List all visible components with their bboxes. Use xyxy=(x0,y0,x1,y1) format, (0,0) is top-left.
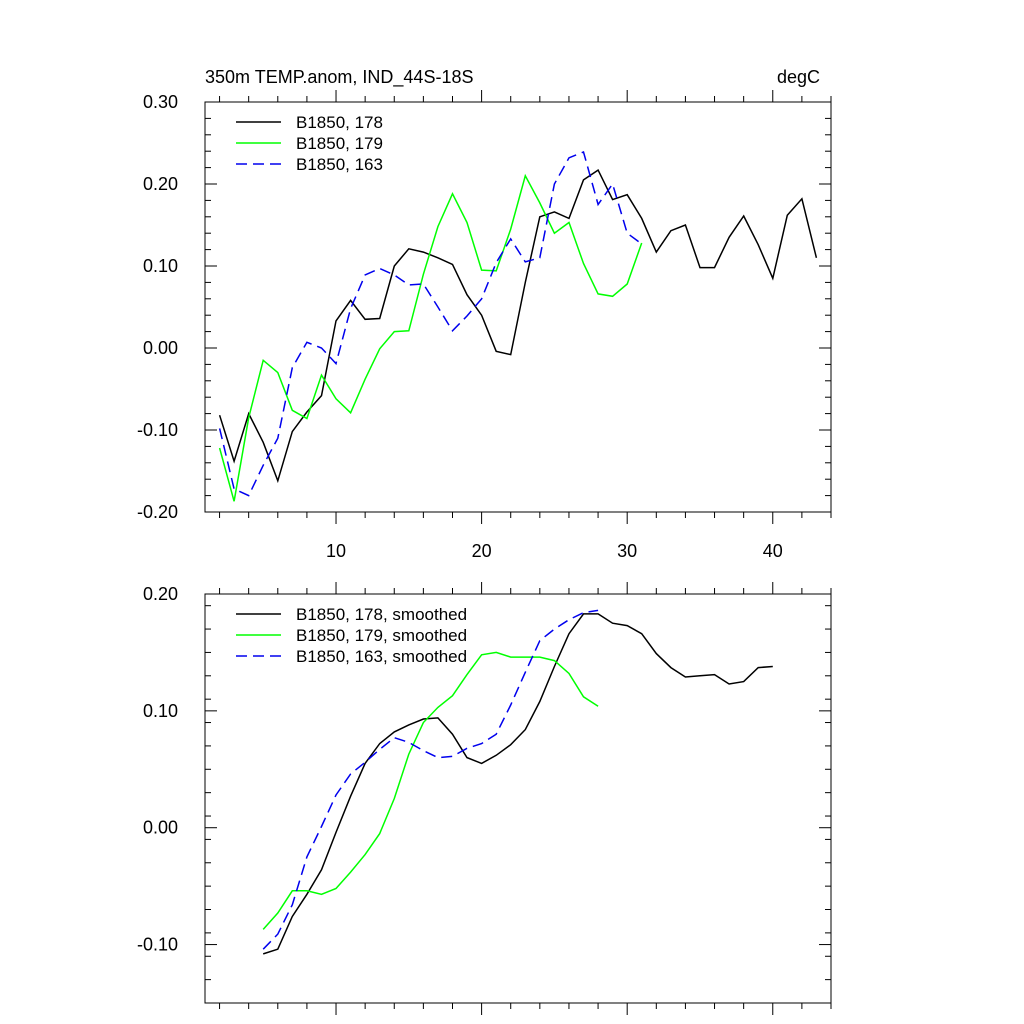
top-y-tick-label: 0.00 xyxy=(143,338,178,358)
top-series-group xyxy=(218,150,818,502)
bottom-ticks: -0.10 0.00 0.10 0.20 xyxy=(137,582,832,1015)
top-series-line-2 xyxy=(218,173,643,502)
top-legend-label-1: B1850, 178 xyxy=(296,113,383,132)
top-x-tick-label: 20 xyxy=(472,541,492,561)
top-y-tick-label: -0.10 xyxy=(137,420,178,440)
bottom-y-tick-label: 0.20 xyxy=(143,584,178,604)
top-legend: B1850, 178 B1850, 179 B1850, 163 xyxy=(236,113,383,174)
top-ticks: -0.20 -0.10 0.00 0.10 0.20 0.30 10 20 30 40 xyxy=(137,90,832,561)
top-x-tick-label: 30 xyxy=(617,541,637,561)
top-plot-frame xyxy=(204,101,832,513)
bottom-series-line-2 xyxy=(262,651,599,930)
top-x-tick-label: 10 xyxy=(326,541,346,561)
top-legend-label-3: B1850, 163 xyxy=(296,155,383,174)
bottom-panel: -0.100.000.100.20 B1850, 178, smoothedB1… xyxy=(137,582,832,1015)
top-series-line-1 xyxy=(218,168,818,484)
bottom-legend-label-1: B1850, 178, smoothed xyxy=(296,605,467,624)
bottom-legend-label-2: B1850, 179, smoothed xyxy=(296,626,467,645)
top-y-tick-label: 0.20 xyxy=(143,174,178,194)
top-series-line-3 xyxy=(218,150,643,497)
bottom-legend: B1850, 178, smoothed B1850, 179, smoothed… xyxy=(236,605,467,666)
top-title-left: 350m TEMP.anom, IND_44S-18S xyxy=(205,67,473,88)
bottom-legend-label-3: B1850, 163, smoothed xyxy=(296,647,467,666)
top-title-right: degC xyxy=(777,67,820,87)
top-y-tick-label: 0.10 xyxy=(143,256,178,276)
top-y-tick-label: 0.30 xyxy=(143,92,178,112)
bottom-y-tick-label: 0.00 xyxy=(143,818,178,838)
bottom-series-line-1 xyxy=(262,613,773,955)
bottom-y-tick-label: 0.10 xyxy=(143,701,178,721)
bottom-plot-frame xyxy=(204,593,832,1004)
top-x-tick-label: 40 xyxy=(763,541,783,561)
bottom-y-tick-label: -0.10 xyxy=(137,935,178,955)
bottom-series-line-3 xyxy=(262,609,599,950)
top-panel: 350m TEMP.anom, IND_44S-18S degC -0.20-0… xyxy=(137,67,832,561)
bottom-series-group xyxy=(262,609,773,955)
top-y-tick-label: -0.20 xyxy=(137,502,178,522)
top-legend-label-2: B1850, 179 xyxy=(296,134,383,153)
